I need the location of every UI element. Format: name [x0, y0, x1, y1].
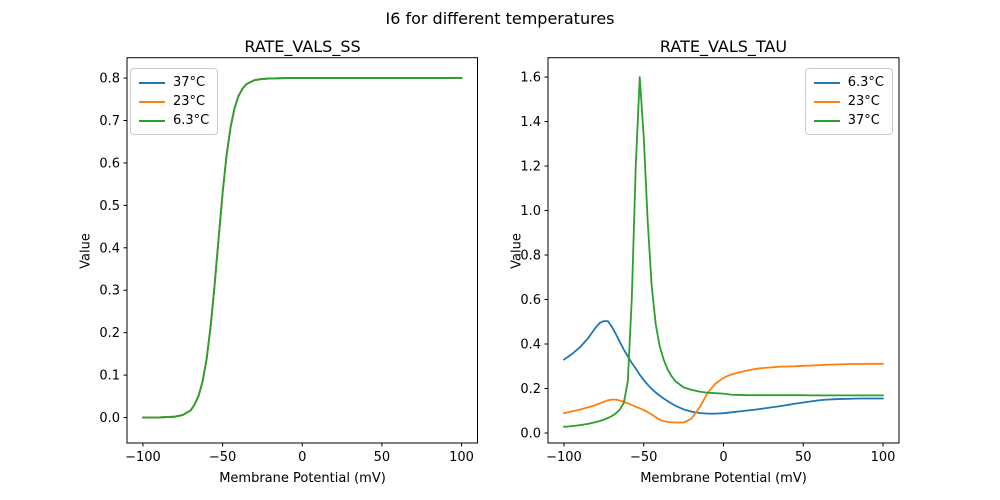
legend-entry-label: 6.3°C	[173, 113, 210, 128]
legend-line-sample	[139, 81, 165, 84]
legend-entry: 37°C	[813, 112, 884, 129]
y-tick-label: 1.0	[520, 204, 541, 219]
x-tick-label: −50	[630, 450, 657, 465]
legend-entry-label: 23°C	[847, 94, 880, 109]
legend-entry: 23°C	[813, 93, 884, 110]
x-tick-label: 50	[795, 450, 812, 465]
x-tick-label: 0	[719, 450, 727, 465]
y-tick-label: 0.7	[99, 114, 120, 129]
y-tick-label: 0.6	[99, 156, 120, 171]
figure-title: I6 for different temperatures	[385, 9, 615, 28]
x-tick-label: 50	[374, 450, 391, 465]
y-tick-label: 0.2	[99, 326, 120, 341]
legend-entry: 23°C	[139, 93, 209, 110]
left-y-axis-label: Value	[78, 233, 94, 269]
right-y-axis-label: Value	[509, 233, 525, 269]
legend-line-sample	[139, 119, 165, 122]
legend-entry: 37°C	[139, 74, 209, 91]
y-tick-label: 0.2	[520, 382, 541, 397]
y-tick-label: 0.6	[520, 293, 541, 308]
legend-line-sample	[813, 100, 840, 103]
y-tick-label: 0.8	[520, 249, 541, 264]
legend-entry-label: 6.3°C	[847, 75, 884, 90]
y-tick-label: 0.8	[99, 72, 120, 87]
y-tick-label: 0.1	[99, 369, 120, 384]
y-tick-label: 0.4	[520, 338, 541, 353]
legend-entry: 6.3°C	[813, 74, 884, 91]
left-plot-legend: 37°C 23°C 6.3°C	[130, 68, 219, 135]
y-tick-label: 1.2	[520, 160, 541, 175]
x-tick-label: 100	[871, 450, 896, 465]
x-tick-label: −50	[209, 450, 236, 465]
legend-line-sample	[813, 119, 840, 122]
series-line-23°C	[563, 362, 884, 424]
right-x-axis-label: Membrane Potential (mV)	[640, 471, 807, 486]
x-tick-label: −100	[546, 450, 582, 465]
legend-line-sample	[813, 81, 840, 84]
legend-line-sample	[139, 100, 165, 103]
y-tick-label: 0.4	[99, 241, 120, 256]
right-plot-title: RATE_VALS_TAU	[659, 37, 788, 56]
series-line-6.3°C	[563, 320, 884, 415]
left-x-axis-label: Membrane Potential (mV)	[219, 471, 386, 486]
left-plot-title: RATE_VALS_SS	[244, 37, 361, 56]
x-tick-label: −100	[125, 450, 161, 465]
series-line-37°C	[563, 76, 884, 428]
y-tick-label: 0.5	[99, 199, 120, 214]
legend-entry-label: 23°C	[173, 94, 206, 109]
series-line-6.3°C	[142, 77, 463, 419]
y-tick-label: 0.0	[99, 411, 120, 426]
y-tick-label: 0.3	[99, 284, 120, 299]
right-plot-legend: 6.3°C 23°C 37°C	[804, 68, 893, 135]
y-tick-label: 0.0	[520, 426, 541, 441]
x-tick-label: 100	[449, 450, 474, 465]
y-tick-label: 1.4	[520, 115, 541, 130]
legend-entry-label: 37°C	[173, 75, 206, 90]
legend-entry-label: 37°C	[847, 113, 880, 128]
x-tick-label: 0	[298, 450, 306, 465]
y-tick-label: 1.6	[520, 71, 541, 86]
legend-entry: 6.3°C	[139, 112, 209, 129]
